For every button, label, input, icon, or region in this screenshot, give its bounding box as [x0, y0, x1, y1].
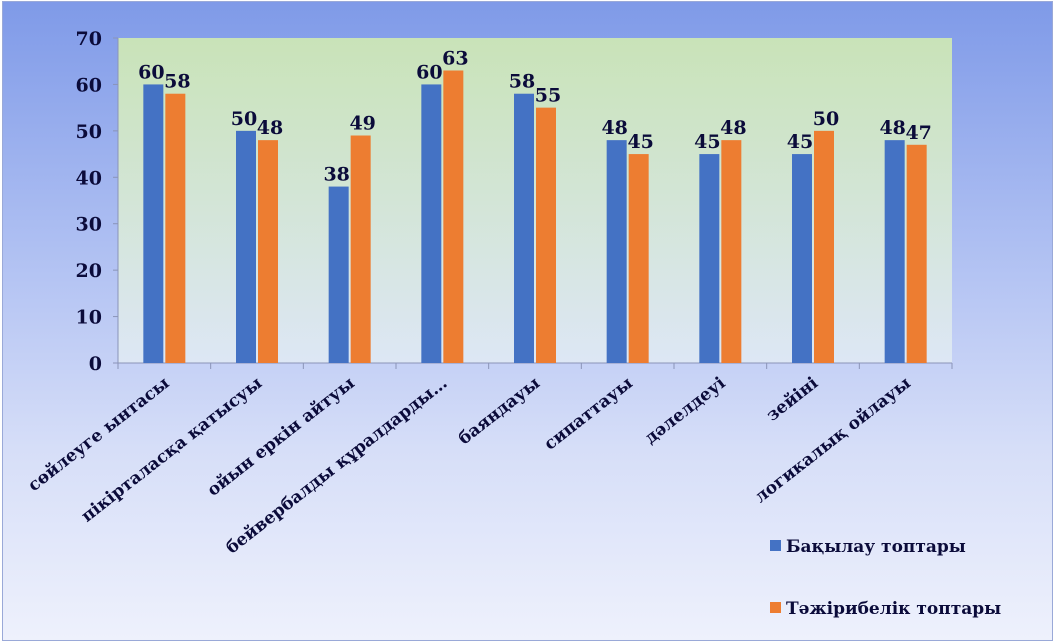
category-label: дәлелдеуі	[641, 373, 730, 448]
data-label: 47	[905, 122, 931, 144]
bar-experimental	[628, 154, 649, 363]
data-label: 48	[257, 117, 283, 139]
bar-control	[143, 84, 164, 363]
data-label: 60	[416, 61, 442, 83]
plot-area	[118, 38, 952, 363]
bar-control	[699, 154, 720, 363]
legend-label: Тәжірибелік топтары	[786, 599, 1001, 619]
bar-experimental	[721, 140, 742, 363]
legend: Бақылау топтары Тәжірибелік топтары	[770, 537, 1001, 619]
bar-experimental	[814, 130, 834, 363]
category-label: пікірталасқа қатысуы	[78, 373, 266, 526]
data-label: 48	[601, 117, 627, 139]
data-label: 50	[813, 108, 839, 130]
bar-control	[884, 140, 905, 363]
y-tick-label: 0	[89, 353, 102, 375]
y-tick-label: 10	[76, 307, 102, 329]
y-tick-label: 50	[76, 121, 102, 143]
data-label: 45	[694, 131, 720, 153]
data-label: 45	[787, 131, 813, 153]
bar-control	[421, 84, 442, 363]
bar-control	[514, 93, 534, 363]
bar-control	[328, 186, 349, 363]
bar-control	[792, 154, 812, 363]
category-label: ойын еркін айтуы	[204, 373, 359, 500]
data-label: 48	[879, 117, 905, 139]
bar-experimental	[906, 144, 927, 363]
data-label: 58	[164, 71, 190, 93]
legend-swatch	[770, 602, 781, 613]
bar-experimental	[443, 70, 464, 363]
bar-experimental	[165, 93, 186, 363]
y-tick-label: 70	[76, 28, 102, 50]
y-tick-labels: 0 10 20 30 40 50 60 70	[76, 28, 102, 375]
data-label: 45	[627, 131, 653, 153]
data-label: 38	[323, 164, 349, 186]
data-label: 58	[509, 71, 535, 93]
category-label: логикалық ойлауы	[751, 373, 915, 507]
y-tick-label: 60	[76, 74, 102, 96]
legend-swatch	[770, 540, 781, 551]
bar-control	[606, 140, 627, 363]
legend-label: Бақылау топтары	[786, 537, 966, 557]
bar-experimental	[536, 107, 556, 364]
data-label: 49	[349, 113, 375, 135]
data-label: 50	[231, 108, 257, 130]
data-label: 63	[442, 48, 468, 70]
bar-experimental	[258, 140, 278, 363]
bar-control	[236, 130, 256, 363]
bar-experimental	[350, 135, 371, 363]
axes	[113, 37, 953, 369]
category-label: баяндауы	[455, 373, 544, 449]
category-label: зейіні	[763, 373, 823, 426]
category-label: сипаттауы	[541, 373, 637, 454]
bars	[143, 70, 927, 364]
y-tick-label: 40	[76, 167, 102, 189]
data-label: 48	[720, 117, 746, 139]
data-label: 60	[138, 61, 164, 83]
y-tick-label: 20	[76, 260, 102, 282]
data-label: 55	[535, 85, 561, 107]
bar-chart: 0 10 20 30 40 50 60 70 сөйлеуге ынтасыпікіртала…	[24, 28, 1001, 619]
y-tick-label: 30	[76, 214, 102, 236]
